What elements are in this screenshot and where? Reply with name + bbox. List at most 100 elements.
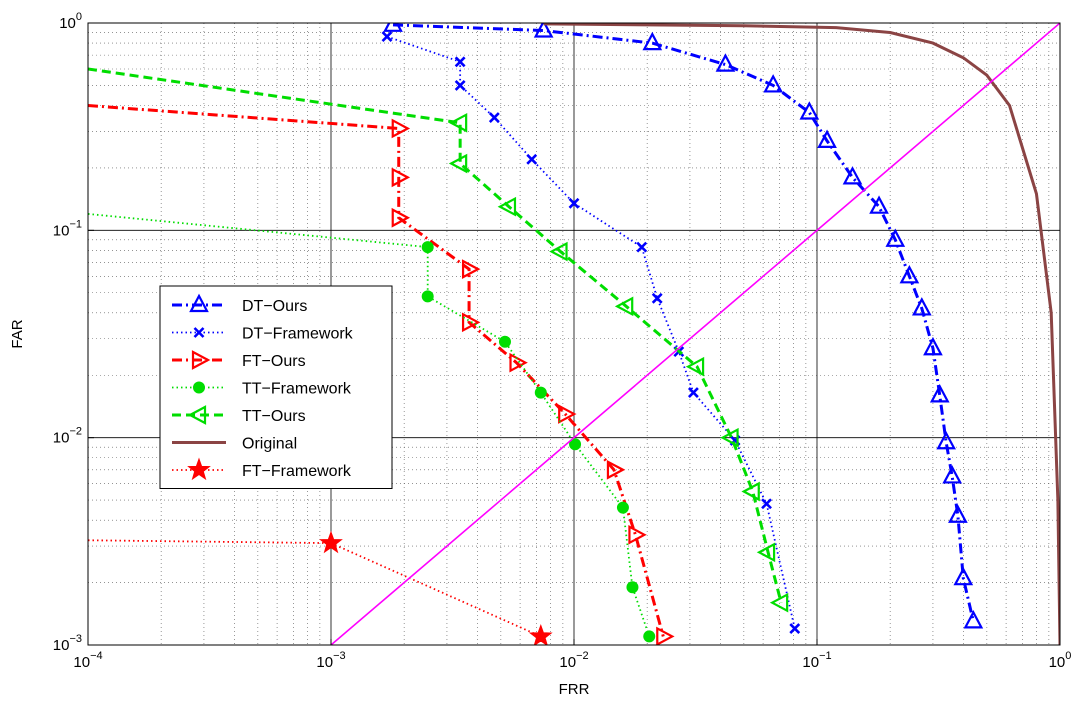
data-point: [685, 356, 705, 377]
series-line: [88, 104, 665, 637]
x-tick-label: 10−3: [316, 650, 345, 671]
data-point: [687, 387, 699, 398]
data-point: [656, 626, 675, 645]
data-point: [497, 196, 517, 217]
data-point: [942, 465, 963, 484]
series-line: [543, 23, 1060, 645]
data-point: [741, 481, 760, 502]
x-tick-exponent: −3: [333, 650, 346, 662]
legend-item: Original: [172, 436, 297, 453]
data-point: [869, 195, 889, 214]
data-point: [626, 581, 639, 594]
data-point: [498, 335, 511, 348]
series-line: [392, 23, 975, 622]
data-point: [421, 241, 434, 254]
legend-swatch-marker: [191, 350, 211, 370]
legend-label: TT−Ours: [242, 408, 306, 425]
data-point: [842, 166, 863, 185]
data-point: [391, 118, 411, 139]
y-tick-base: 10: [53, 430, 70, 447]
data-point: [616, 501, 629, 514]
legend-swatch-marker: [187, 405, 207, 425]
legend-item: TT−Framework: [172, 381, 352, 398]
legend-label: DT−Framework: [242, 326, 354, 343]
x-tick-label: 100: [1049, 650, 1072, 671]
data-point: [948, 504, 968, 523]
legend-swatch-marker: [187, 457, 211, 481]
data-point: [549, 241, 568, 262]
data-point: [454, 79, 466, 91]
data-point: [763, 74, 783, 93]
data-point: [391, 167, 411, 188]
y-tick-base: 10: [53, 637, 70, 654]
y-tick-exponent: −3: [69, 633, 82, 645]
y-tick-base: 10: [59, 15, 76, 32]
data-point: [715, 53, 736, 72]
data-point: [929, 384, 950, 403]
data-point: [636, 241, 648, 253]
data-point: [963, 610, 984, 629]
y-tick-exponent: −1: [69, 218, 82, 230]
data-point: [454, 56, 466, 68]
data-point: [526, 153, 538, 165]
data-point: [769, 592, 789, 613]
x-tick-label: 10−2: [559, 650, 588, 671]
series-dt-ours: [383, 23, 984, 629]
x-tick-base: 10: [802, 654, 819, 671]
data-point: [899, 264, 920, 284]
data-point: [936, 430, 956, 450]
series-ft-framework: [88, 530, 553, 645]
series-line: [330, 23, 1060, 645]
data-point: [799, 101, 820, 120]
data-point: [558, 404, 577, 424]
legend-item: FT−Framework: [172, 457, 352, 481]
legend-label: Original: [242, 436, 297, 453]
legend-label: DT−Ours: [242, 298, 307, 315]
y-tick-label: 10−2: [53, 426, 82, 447]
data-point: [761, 498, 772, 510]
data-point: [614, 296, 634, 317]
legend-item: FT−Ours: [172, 350, 306, 370]
data-point: [319, 530, 343, 554]
y-tick-exponent: −2: [69, 426, 82, 438]
data-point: [628, 524, 647, 545]
series-line: [88, 67, 783, 604]
series-ft-ours: [88, 104, 675, 645]
data-point: [643, 630, 656, 643]
y-tick-label: 10−3: [53, 633, 82, 654]
x-tick-label: 10−1: [802, 650, 831, 671]
data-point: [448, 153, 468, 174]
legend-item: DT−Ours: [172, 293, 307, 315]
data-point: [391, 207, 411, 228]
data-point: [923, 336, 943, 356]
data-point: [421, 290, 434, 303]
data-point: [568, 197, 580, 209]
x-tick-exponent: 0: [1065, 650, 1071, 662]
series-layer: [88, 23, 1060, 645]
y-axis-label: FAR: [9, 319, 26, 348]
series-tt-framework: [88, 213, 656, 643]
data-point: [885, 228, 906, 247]
x-tick-label: 10−4: [73, 650, 102, 671]
data-point: [509, 352, 528, 373]
data-point: [381, 31, 393, 42]
x-axis-label: FRR: [559, 681, 590, 698]
data-point: [528, 623, 553, 645]
data-point: [817, 129, 837, 148]
data-point: [533, 23, 554, 38]
x-tick-base: 10: [559, 654, 576, 671]
x-tick-base: 10: [1049, 654, 1066, 671]
legend-item: TT−Ours: [172, 405, 306, 425]
data-point: [651, 292, 663, 304]
legend-label: TT−Framework: [242, 381, 352, 398]
legend-swatch-marker: [193, 327, 205, 338]
series-reference-diagonal: [330, 23, 1060, 645]
legend-label: FT−Framework: [242, 463, 352, 480]
legend-label: FT−Ours: [242, 353, 306, 370]
y-tick-exponent: 0: [76, 11, 82, 23]
x-tick-exponent: −2: [576, 650, 589, 662]
data-point: [720, 427, 739, 448]
data-point: [606, 459, 626, 480]
